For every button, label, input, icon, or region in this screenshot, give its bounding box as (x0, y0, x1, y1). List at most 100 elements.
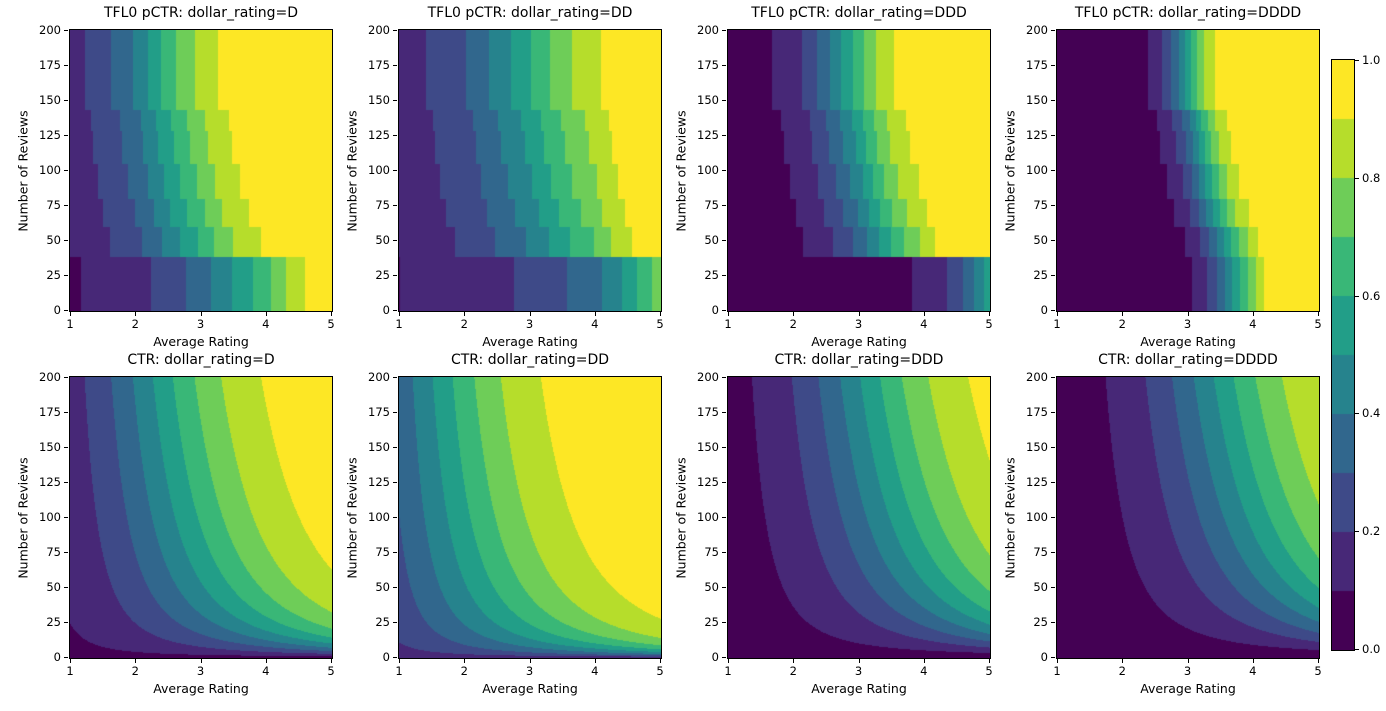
y-tick-label: 150 (39, 93, 61, 107)
y-tick-label: 0 (382, 650, 390, 664)
y-tick-label: 175 (697, 58, 719, 72)
y-tick-label: 100 (1026, 163, 1048, 177)
y-tick-label: 75 (375, 545, 390, 559)
y-tick-label: 0 (382, 303, 390, 317)
y-tick-label: 200 (1026, 370, 1048, 384)
colorbar-tick-mark (1355, 413, 1359, 415)
x-tick-label: 3 (525, 317, 534, 331)
x-tick-label: 3 (1183, 317, 1192, 331)
y-tick-mark (1051, 205, 1055, 206)
y-tick-label: 75 (375, 198, 390, 212)
x-tick-mark (464, 659, 466, 663)
x-tick-mark (989, 659, 990, 663)
y-tick-mark (722, 412, 726, 413)
contour-plot-true_ctr-D (69, 376, 333, 659)
y-tick-label: 75 (1033, 198, 1048, 212)
y-tick-label: 150 (368, 93, 390, 107)
subplot-title: TFL0 pCTR: dollar_rating=DD (427, 5, 633, 21)
x-tick-label: 3 (525, 664, 534, 678)
y-tick-label: 200 (368, 23, 390, 37)
y-tick-mark (64, 482, 68, 483)
y-tick-label: 175 (368, 405, 390, 419)
x-tick-mark (265, 312, 267, 316)
y-tick-mark (1051, 587, 1055, 588)
y-tick-label: 175 (1026, 58, 1048, 72)
x-tick-mark (660, 659, 661, 663)
x-tick-label: 5 (1314, 317, 1322, 331)
y-axis-label: Number of Reviews (344, 109, 360, 232)
colorbar-tick-label: 0.4 (1362, 406, 1381, 421)
x-tick-mark (1122, 312, 1124, 316)
x-tick-mark (989, 312, 990, 316)
y-tick-label: 125 (1026, 128, 1048, 142)
y-tick-label: 125 (697, 128, 719, 142)
x-tick-label: 1 (395, 664, 403, 678)
y-tick-mark (64, 412, 68, 413)
y-tick-label: 100 (1026, 510, 1048, 524)
y-tick-mark (64, 447, 68, 448)
y-axis-label: Number of Reviews (1002, 109, 1018, 232)
x-tick-label: 4 (1249, 664, 1257, 678)
y-tick-mark (722, 587, 726, 588)
y-tick-mark (1051, 275, 1055, 276)
x-tick-mark (793, 312, 795, 316)
x-tick-label: 2 (131, 317, 139, 331)
colorbar-tick-label: 0.8 (1362, 170, 1381, 185)
x-tick-mark (923, 312, 925, 316)
x-tick-mark (464, 312, 466, 316)
y-tick-mark (64, 65, 68, 66)
y-tick-label: 50 (1033, 233, 1048, 247)
x-axis-label: Average Rating (153, 334, 249, 349)
y-tick-mark (64, 30, 68, 31)
y-tick-label: 200 (1026, 23, 1048, 37)
x-tick-label: 1 (66, 317, 74, 331)
y-tick-mark (64, 552, 68, 553)
y-tick-mark (722, 622, 726, 623)
y-tick-mark (1051, 517, 1055, 518)
subplot-title: CTR: dollar_rating=DDD (774, 352, 944, 368)
y-tick-mark (1051, 310, 1055, 311)
x-tick-mark (135, 312, 137, 316)
y-axis-label: Number of Reviews (673, 109, 689, 232)
y-tick-label: 100 (39, 510, 61, 524)
y-tick-mark (393, 657, 397, 658)
x-tick-label: 1 (395, 317, 403, 331)
x-tick-mark (1057, 312, 1058, 316)
y-tick-mark (722, 310, 726, 311)
y-tick-mark (393, 412, 397, 413)
x-axis-label: Average Rating (153, 681, 249, 696)
x-axis-label: Average Rating (811, 681, 907, 696)
x-tick-label: 5 (327, 664, 335, 678)
y-tick-mark (64, 100, 68, 101)
y-tick-mark (393, 447, 397, 448)
y-tick-label: 0 (1040, 650, 1048, 664)
y-tick-mark (64, 517, 68, 518)
x-tick-mark (529, 312, 531, 316)
x-tick-mark (660, 312, 661, 316)
y-tick-label: 0 (53, 650, 61, 664)
x-tick-mark (135, 659, 137, 663)
contour-plot-lattice_model-D (69, 29, 333, 312)
x-tick-mark (1318, 312, 1319, 316)
y-tick-mark (64, 275, 68, 276)
y-tick-label: 50 (704, 580, 719, 594)
y-tick-label: 75 (1033, 545, 1048, 559)
y-tick-label: 150 (1026, 93, 1048, 107)
y-tick-label: 150 (368, 440, 390, 454)
x-tick-mark (70, 312, 71, 316)
y-tick-label: 25 (46, 615, 61, 629)
contour-plot-lattice_model-DDDD (1056, 29, 1320, 312)
y-tick-label: 200 (368, 370, 390, 384)
y-tick-mark (1051, 412, 1055, 413)
x-tick-mark (728, 659, 729, 663)
x-tick-mark (858, 312, 860, 316)
y-tick-label: 200 (697, 370, 719, 384)
y-tick-mark (722, 205, 726, 206)
x-tick-label: 1 (724, 664, 732, 678)
y-tick-label: 150 (1026, 440, 1048, 454)
x-tick-mark (200, 659, 202, 663)
x-axis-label: Average Rating (811, 334, 907, 349)
x-tick-mark (1122, 659, 1124, 663)
x-tick-label: 3 (854, 317, 863, 331)
x-tick-mark (529, 659, 531, 663)
